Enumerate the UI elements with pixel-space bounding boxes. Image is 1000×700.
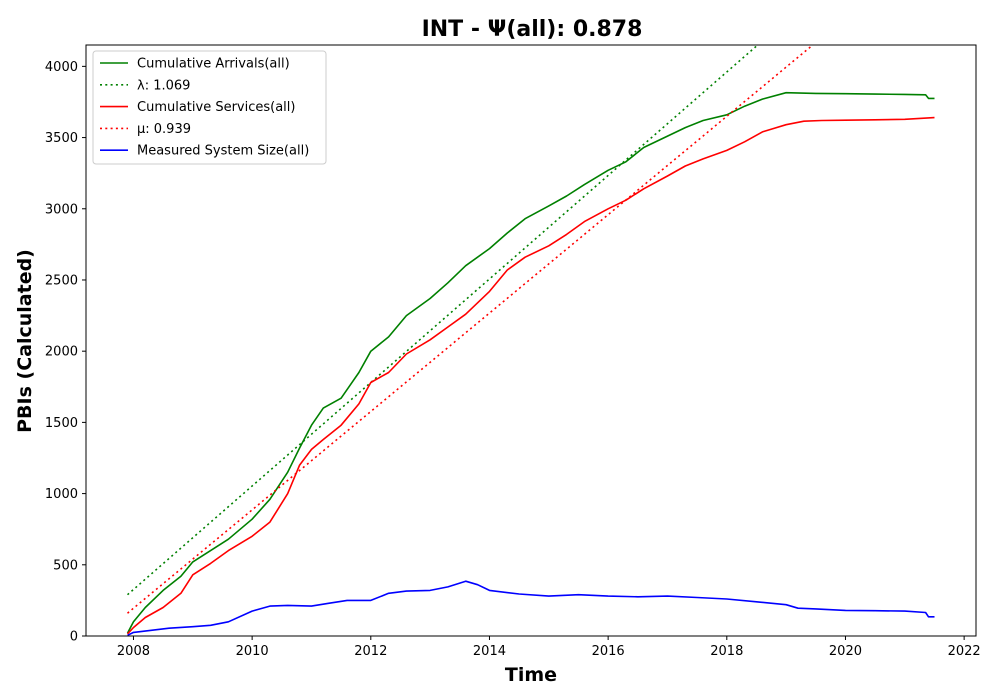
legend-box	[92, 50, 327, 165]
series-line-0	[126, 91, 935, 634]
legend: Cumulative Arrivals(all) λ: 1.069 Cumulati…	[92, 50, 327, 165]
x-tick-label: 2022	[948, 644, 981, 659]
y-tick-label: 4000	[45, 60, 78, 75]
x-tick-label: 2012	[354, 644, 387, 659]
x-axis: 2008 2010 2012 2014 2016 2018 2020 2022	[117, 636, 981, 659]
series-line-4	[127, 580, 935, 637]
y-tick-label: 2000	[45, 345, 78, 360]
plot-area	[126, 44, 935, 637]
legend-label-3: μ: 0.939	[137, 122, 191, 137]
y-tick-label: 0	[70, 630, 78, 645]
y-tick-label: 500	[53, 558, 78, 573]
x-tick-label: 2010	[236, 644, 269, 659]
series-line-1	[126, 44, 759, 596]
y-tick-label: 2500	[45, 273, 78, 288]
legend-label-0: Cumulative Arrivals(all)	[137, 57, 290, 72]
x-tick-label: 2014	[473, 644, 506, 659]
y-tick-label: 3000	[45, 202, 78, 217]
y-axis-label: PBIs (Calculated)	[14, 249, 36, 433]
legend-label-1: λ: 1.069	[137, 78, 190, 93]
x-axis-label: Time	[505, 664, 557, 686]
y-tick-label: 1000	[45, 487, 78, 502]
legend-label-2: Cumulative Services(all)	[137, 100, 295, 115]
legend-label-4: Measured System Size(all)	[137, 144, 309, 159]
x-tick-label: 2020	[829, 644, 862, 659]
x-tick-label: 2008	[117, 644, 150, 659]
x-tick-label: 2018	[710, 644, 743, 659]
y-axis: 0 500 1000 1500 2000 2500 3000 3500 4000	[45, 60, 86, 645]
chart-title: INT - Ψ(all): 0.878	[422, 17, 643, 42]
y-tick-label: 3500	[45, 131, 78, 146]
x-tick-label: 2016	[592, 644, 625, 659]
series-line-2	[126, 116, 935, 635]
axes-frame	[85, 44, 977, 637]
y-tick-label: 1500	[45, 416, 78, 431]
